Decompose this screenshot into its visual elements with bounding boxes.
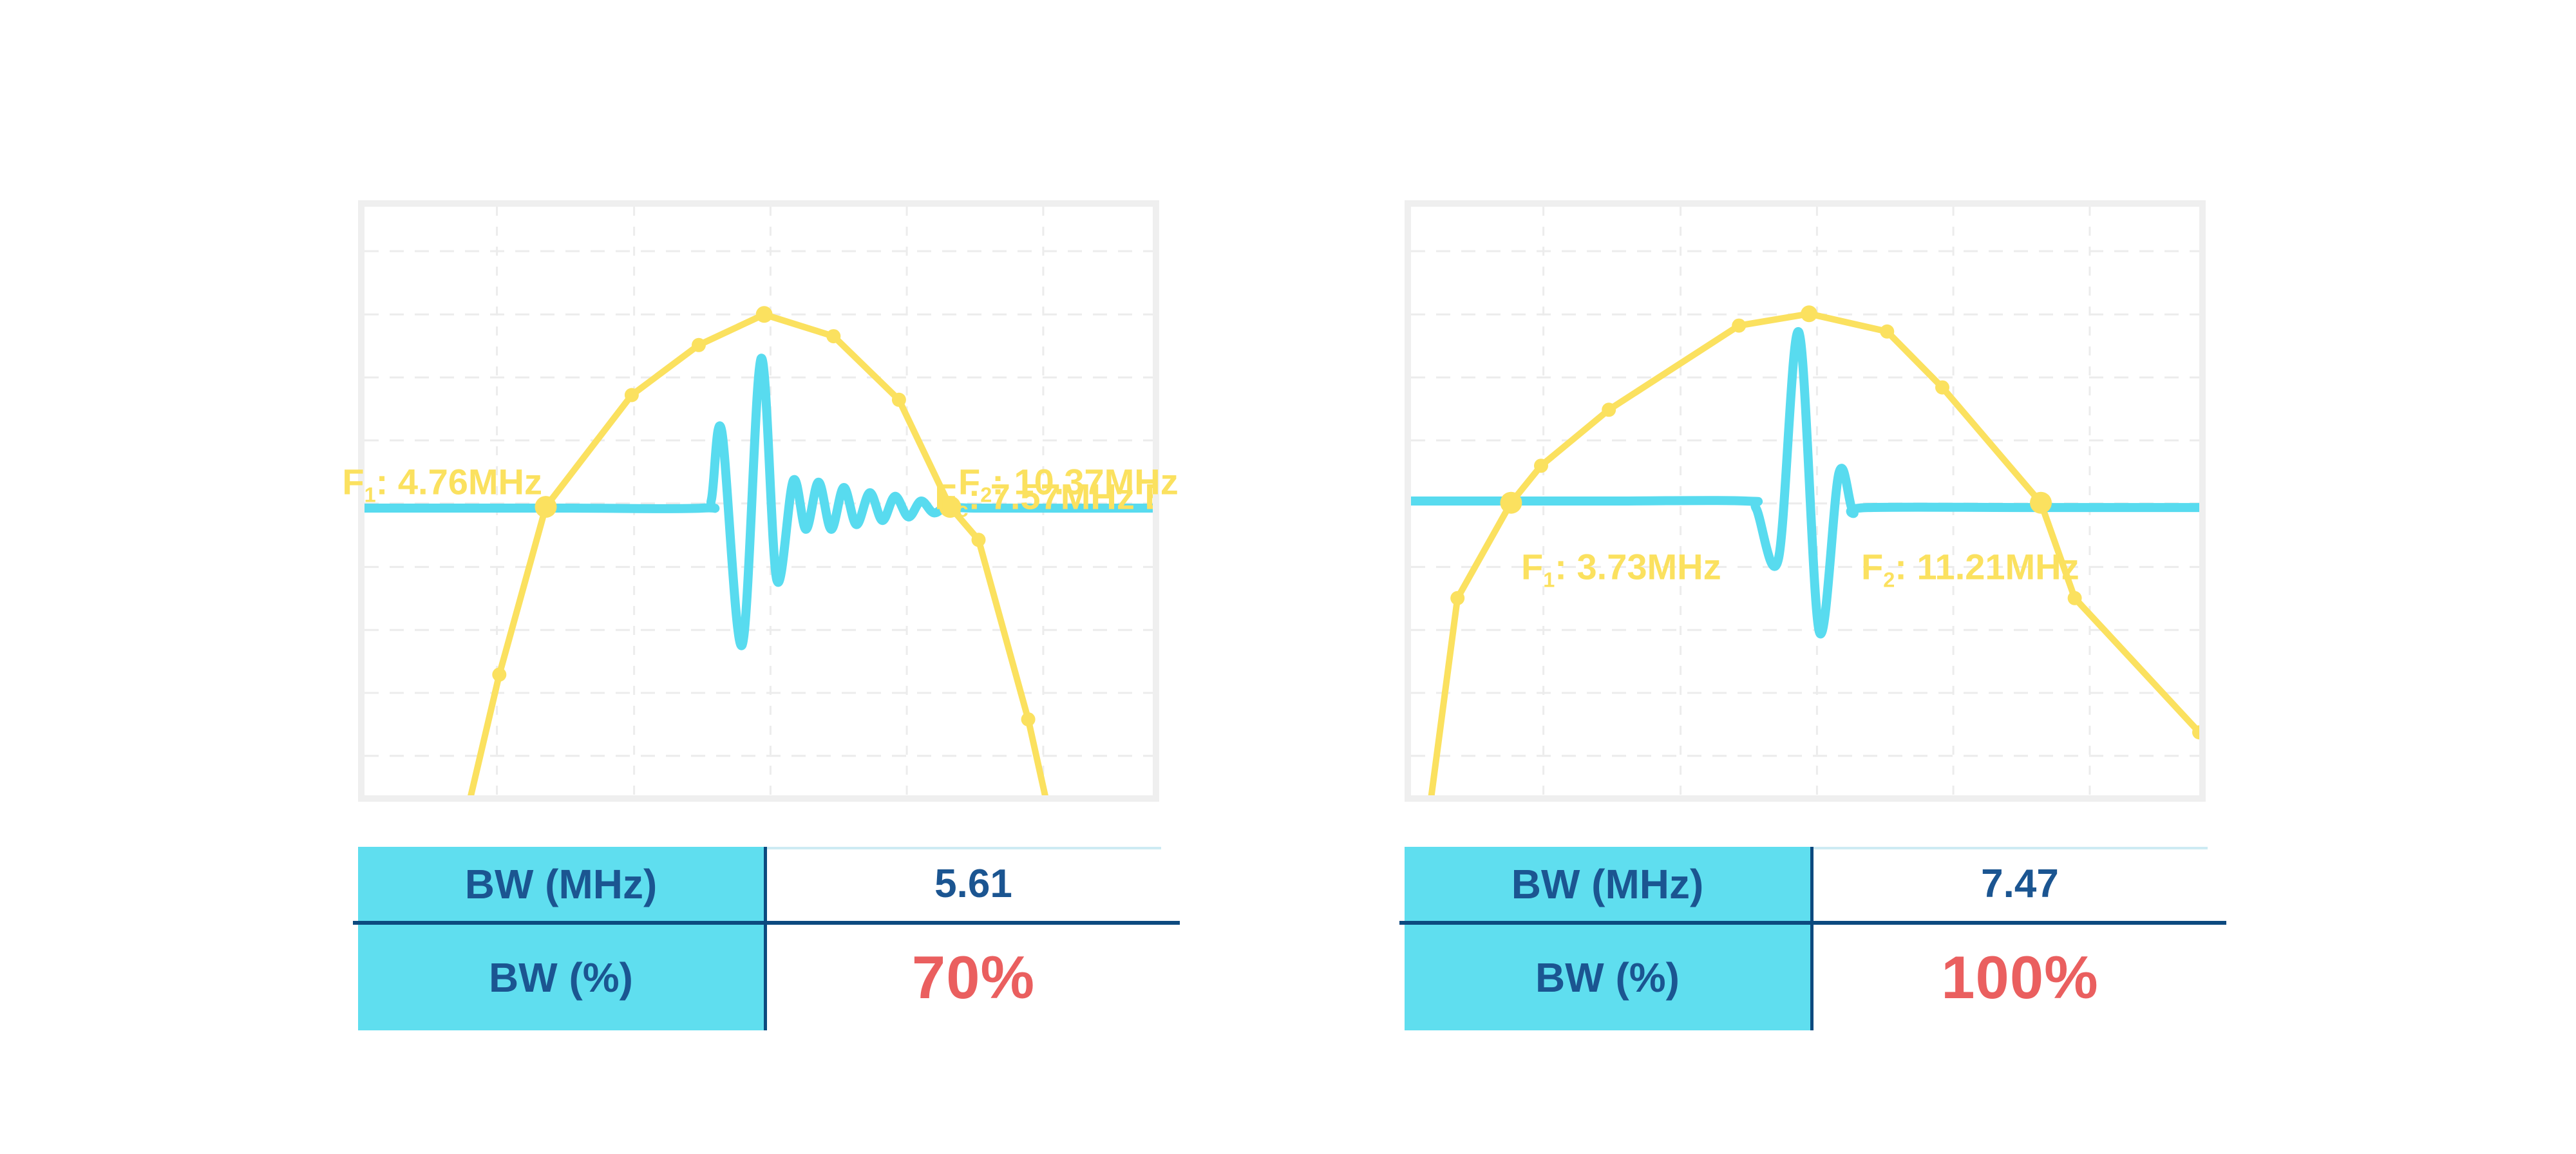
f1-annotation-left: F1: 4.76MHz	[342, 461, 542, 507]
bw-mhz-label-left: BW (MHz)	[464, 860, 658, 907]
bw-pct-value-left: 70%	[911, 943, 1036, 1011]
f1-annotation-right: F1: 3.73MHz	[1521, 546, 1721, 592]
chart-panel-right: Fc: 7.47MHz BW100%	[1405, 200, 2206, 802]
table-row-divider-line	[1399, 921, 2226, 925]
f2-annotation-left: F2: 10.37MHz	[958, 461, 1179, 507]
bw-table-right: BW (MHz) 7.47 BW (%) 100%	[1399, 847, 2226, 1030]
bw-table-left-header-column	[358, 847, 764, 1030]
fc-annotation-left: Fc: 7.57MHz BW70%	[934, 476, 1153, 522]
bw-pct-label-right: BW (%)	[1535, 954, 1680, 1001]
bw-mhz-value-right: 7.47	[1981, 862, 2059, 906]
bw-table-left: BW (MHz) 5.61 BW (%) 70%	[353, 847, 1180, 1030]
spectrum-pulse-plot-right	[1411, 207, 2199, 795]
table-column-divider-line	[1810, 847, 1814, 1030]
table-column-divider-line	[764, 847, 767, 1030]
bw-table-right-header-column	[1405, 847, 1810, 1030]
table-row-divider-line	[353, 921, 1180, 925]
bw-mhz-label-right: BW (MHz)	[1511, 860, 1704, 907]
table-top-line	[1814, 847, 2208, 849]
spectrum-pulse-plot-left	[365, 207, 1153, 795]
chart-panel-left: Fc: 7.57MHz BW70%	[358, 200, 1159, 802]
table-top-line	[767, 847, 1161, 849]
bw-mhz-value-left: 5.61	[934, 862, 1012, 906]
bw-pct-label-left: BW (%)	[489, 954, 633, 1001]
f2-annotation-right: F2: 11.21MHz	[1861, 546, 2079, 592]
bw-pct-value-right: 100%	[1941, 943, 2099, 1011]
